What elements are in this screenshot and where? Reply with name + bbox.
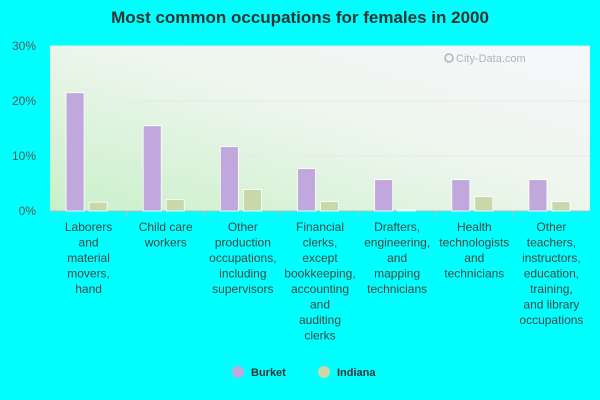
bar-indiana-2: [242, 189, 262, 212]
legend-swatch-indiana: [318, 366, 330, 378]
category-label: Financial clerks, except bookkeeping, accoun…: [284, 220, 355, 343]
category-label-line: instructors,: [522, 251, 581, 265]
bar-burket-4: [374, 179, 394, 212]
legend-label-burket: Burket: [251, 367, 286, 379]
bar-indiana-6: [551, 201, 571, 212]
category-label: Health technologists and technicians: [439, 220, 509, 281]
category-label-line: occupations,: [209, 251, 276, 265]
category-label-line: technicians: [367, 282, 427, 296]
bar-indiana-1: [165, 199, 185, 212]
bar-indiana-3: [320, 201, 339, 212]
category-label-line: supervisors: [212, 282, 273, 296]
bar-burket-2: [219, 146, 239, 212]
category-label-line: accounting: [291, 282, 349, 296]
category-label-line: Drafters,: [374, 220, 420, 234]
category-label-line: bookkeeping,: [284, 267, 355, 281]
y-tick-label: 10%: [12, 149, 36, 163]
category-label-line: Other: [228, 220, 258, 234]
category-label-line: Child care: [139, 220, 193, 234]
y-tick-label: 30%: [12, 39, 36, 53]
watermark: City-Data.com: [444, 53, 526, 65]
category-label: Other teachers, instructors, education, trai…: [519, 220, 583, 327]
category-label-line: clerks,: [303, 236, 338, 250]
category-label-line: and: [464, 251, 484, 265]
category-label-line: technologists: [439, 236, 509, 250]
bar-burket-5: [451, 179, 471, 212]
category-label: Laborers and material movers, hand: [65, 220, 112, 296]
category-label-line: material: [67, 251, 110, 265]
category-label-line: including: [219, 267, 266, 281]
bar-indiana-0: [88, 201, 108, 212]
category-label-line: technicians: [444, 267, 504, 281]
category-label-line: hand: [75, 282, 102, 296]
category-label-line: clerks: [304, 329, 335, 343]
bar-burket-1: [142, 125, 162, 212]
category-label-line: teachers,: [527, 236, 576, 250]
category-label-line: occupations: [519, 313, 583, 327]
bar-burket-6: [528, 179, 548, 212]
category-label-line: Laborers: [65, 220, 112, 234]
category-label-line: Other: [536, 220, 566, 234]
category-label-line: Health: [457, 220, 492, 234]
category-label-line: workers: [144, 236, 187, 250]
category-label-line: training,: [530, 282, 573, 296]
y-tick-label: 20%: [12, 94, 36, 108]
category-label-line: Financial: [296, 220, 344, 234]
category-label-line: except: [302, 251, 338, 265]
category-label-line: and: [79, 236, 99, 250]
plot-area: [50, 46, 590, 211]
bar-burket-0: [65, 92, 85, 212]
y-tick-label: 0%: [19, 204, 37, 218]
category-label-line: and: [387, 251, 407, 265]
category-label-line: and: [310, 298, 330, 312]
category-label-line: education,: [524, 267, 579, 281]
category-label-line: mapping: [374, 267, 420, 281]
category-label-line: auditing: [299, 313, 341, 327]
category-label: Drafters, engineering, and mapping technicia…: [364, 220, 430, 296]
category-label-line: movers,: [67, 267, 110, 281]
legend-label-indiana: Indiana: [337, 367, 376, 379]
bar-indiana-5: [474, 196, 494, 212]
category-label: Other production occupations, including supe…: [209, 220, 276, 296]
bar-indiana-4: [397, 209, 417, 212]
watermark-search-icon: [444, 53, 454, 63]
category-label-line: engineering,: [364, 236, 430, 250]
category-label-line: production: [215, 236, 271, 250]
category-label-line: and library: [523, 298, 579, 312]
chart-title: Most common occupations for females in 2…: [111, 8, 489, 27]
category-label: Child care workers: [139, 220, 193, 250]
legend-swatch-burket: [232, 366, 244, 378]
watermark-text: City-Data.com: [456, 53, 526, 65]
bar-burket-3: [297, 168, 316, 212]
